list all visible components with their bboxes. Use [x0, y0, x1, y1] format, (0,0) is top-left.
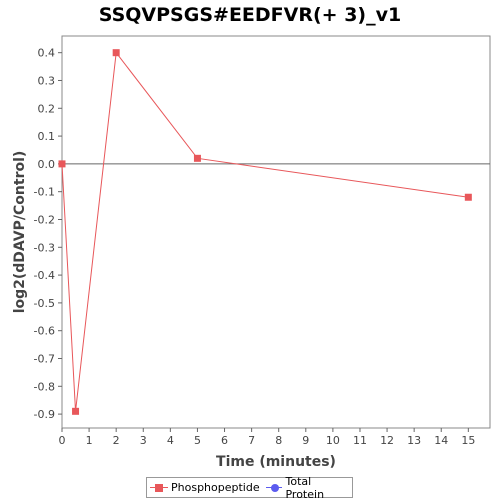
y-tick-label: -0.9	[34, 408, 55, 421]
x-tick-label: 5	[194, 434, 201, 447]
legend: Phosphopeptide Total Protein	[146, 474, 353, 501]
phosphopeptide-swatch-icon	[150, 483, 168, 493]
data-point	[112, 49, 120, 57]
y-tick-label: -0.3	[34, 241, 55, 254]
y-axis-title: log2(dDAVP/Control)	[12, 151, 28, 314]
legend-label-phosphopeptide: Phosphopeptide	[171, 481, 260, 494]
data-point	[72, 407, 80, 415]
data-point	[464, 193, 472, 201]
x-tick-label: 1	[86, 434, 93, 447]
x-tick-label: 6	[221, 434, 228, 447]
y-tick-label: 0.2	[38, 102, 56, 115]
x-axis-title: Time (minutes)	[216, 454, 336, 470]
plot-frame	[61, 35, 491, 429]
x-tick-label: 14	[434, 434, 448, 447]
y-tick-label: -0.6	[34, 325, 55, 338]
y-tick-label: -0.2	[34, 213, 55, 226]
x-tick-label: 10	[326, 434, 340, 447]
x-tick-label: 13	[407, 434, 421, 447]
x-tick-label: 4	[167, 434, 174, 447]
x-tick-label: 0	[59, 434, 66, 447]
y-tick-label: -0.7	[34, 352, 55, 365]
y-tick-label: 0.0	[38, 158, 56, 171]
x-tick-label: 15	[461, 434, 475, 447]
x-tick-label: 9	[302, 434, 309, 447]
y-tick-label: 0.3	[38, 74, 56, 87]
y-tick-label: -0.4	[34, 269, 55, 282]
legend-label-total-protein: Total Protein	[285, 474, 325, 501]
total-protein-swatch-icon	[265, 483, 283, 493]
x-tick-label: 7	[248, 434, 255, 447]
x-tick-label: 2	[113, 434, 120, 447]
y-tick-label: -0.1	[34, 186, 55, 199]
y-tick-label: -0.5	[34, 297, 55, 310]
y-tick-label: 0.1	[38, 130, 56, 143]
x-tick-label: 12	[380, 434, 394, 447]
x-tick-label: 8	[275, 434, 282, 447]
legend-item-phosphopeptide: Phosphopeptide	[150, 481, 260, 494]
x-tick-label: 11	[353, 434, 367, 447]
legend-item-total-protein: Total Protein	[265, 474, 349, 501]
data-point	[58, 160, 66, 168]
data-point	[193, 154, 201, 162]
x-tick-label: 3	[140, 434, 147, 447]
y-tick-label: 0.4	[38, 47, 56, 60]
chart-title: SSQVPSGS#EEDFVR(+ 3)_v1	[98, 4, 402, 26]
y-tick-label: -0.8	[34, 380, 55, 393]
